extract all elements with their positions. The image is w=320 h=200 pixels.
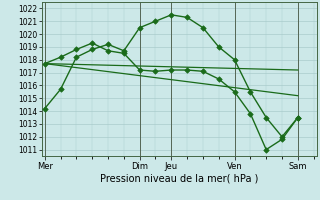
X-axis label: Pression niveau de la mer( hPa ): Pression niveau de la mer( hPa )	[100, 173, 258, 183]
